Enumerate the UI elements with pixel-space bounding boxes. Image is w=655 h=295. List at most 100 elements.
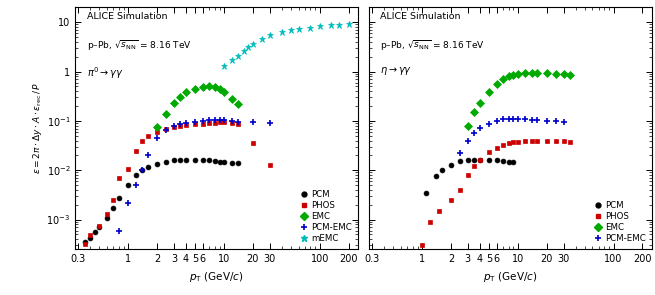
PCM	[422, 191, 430, 194]
PCM	[81, 240, 88, 244]
Line: PCM-EMC: PCM-EMC	[457, 116, 567, 156]
EMC	[211, 85, 219, 88]
PCM-EMC	[266, 121, 274, 125]
Y-axis label: $\varepsilon = 2\pi \cdot \Delta y \cdot A \cdot \varepsilon_{\rm rec}\,/\,P$: $\varepsilon = 2\pi \cdot \Delta y \cdot…	[31, 82, 44, 174]
mEMC	[335, 23, 343, 27]
Line: PCM: PCM	[82, 157, 240, 245]
Line: mEMC: mEMC	[221, 20, 352, 69]
EMC	[476, 101, 483, 105]
PHOS	[205, 121, 213, 125]
Text: p–Pb, $\sqrt{s_{\mathrm{NN}}}$ = 8.16 TeV: p–Pb, $\sqrt{s_{\mathrm{NN}}}$ = 8.16 Te…	[86, 39, 191, 53]
PHOS	[266, 163, 274, 166]
PCM	[86, 236, 94, 240]
PHOS	[215, 120, 223, 124]
Line: EMC: EMC	[465, 70, 572, 128]
EMC	[234, 102, 242, 106]
PCM	[432, 175, 440, 178]
PCM	[199, 158, 207, 162]
EMC	[493, 83, 500, 86]
PCM-EMC	[153, 136, 161, 140]
PHOS	[447, 198, 455, 202]
PHOS	[552, 139, 560, 143]
PCM-EMC	[228, 119, 236, 123]
EMC	[153, 125, 161, 129]
PCM	[485, 158, 493, 162]
EMC	[170, 101, 178, 105]
PCM-EMC	[182, 121, 190, 125]
PHOS	[559, 139, 567, 143]
PCM-EMC	[499, 117, 507, 121]
PCM-EMC	[514, 117, 522, 121]
PCM	[144, 165, 152, 169]
PCM-EMC	[528, 118, 536, 122]
PHOS	[457, 188, 464, 192]
Line: PHOS: PHOS	[420, 139, 572, 248]
PCM-EMC	[552, 119, 560, 123]
mEMC	[240, 49, 248, 53]
EMC	[199, 85, 207, 88]
mEMC	[266, 34, 274, 37]
PCM-EMC	[124, 201, 132, 204]
EMC	[176, 95, 184, 99]
mEMC	[234, 54, 242, 58]
PHOS	[499, 144, 507, 147]
Text: p–Pb, $\sqrt{s_{\mathrm{NN}}}$ = 8.16 TeV: p–Pb, $\sqrt{s_{\mathrm{NN}}}$ = 8.16 Te…	[381, 39, 485, 53]
mEMC	[258, 37, 266, 41]
Text: $\pi^0 \rightarrow \gamma\gamma$: $\pi^0 \rightarrow \gamma\gamma$	[86, 65, 124, 81]
PCM	[132, 173, 140, 177]
PCM	[115, 196, 123, 199]
mEMC	[278, 30, 286, 34]
PCM	[162, 160, 170, 163]
PCM	[438, 168, 445, 172]
PCM-EMC	[464, 139, 472, 142]
EMC	[205, 84, 213, 88]
PHOS	[96, 224, 103, 227]
PCM-EMC	[191, 120, 199, 124]
Text: $\eta \rightarrow \gamma\gamma$: $\eta \rightarrow \gamma\gamma$	[381, 65, 413, 77]
PCM-EMC	[144, 154, 152, 157]
PHOS	[153, 130, 161, 134]
EMC	[552, 72, 560, 76]
Line: PHOS: PHOS	[82, 119, 272, 246]
PHOS	[176, 124, 184, 127]
PCM	[220, 160, 228, 164]
Legend: PCM, PHOS, EMC, PCM-EMC: PCM, PHOS, EMC, PCM-EMC	[593, 199, 647, 245]
PHOS	[103, 212, 111, 216]
Line: EMC: EMC	[155, 83, 241, 130]
PHOS	[426, 220, 434, 224]
PHOS	[521, 139, 529, 143]
PCM	[470, 158, 478, 161]
PCM-EMC	[162, 128, 170, 132]
PCM-EMC	[504, 117, 512, 121]
EMC	[504, 75, 512, 78]
PCM	[109, 206, 117, 210]
PHOS	[138, 139, 146, 142]
EMC	[182, 90, 190, 94]
EMC	[215, 87, 223, 91]
PCM-EMC	[543, 119, 551, 123]
PCM-EMC	[234, 120, 242, 124]
PCM-EMC	[176, 123, 184, 126]
EMC	[566, 73, 574, 77]
mEMC	[295, 27, 303, 31]
PHOS	[234, 123, 242, 126]
PCM	[103, 216, 111, 219]
PCM	[176, 158, 184, 162]
PCM-EMC	[220, 119, 228, 122]
PCM	[96, 225, 103, 229]
EMC	[533, 71, 541, 74]
PCM	[170, 159, 178, 162]
EMC	[485, 91, 493, 94]
PCM	[493, 159, 500, 162]
PCM-EMC	[132, 183, 140, 187]
EMC	[220, 91, 228, 94]
PCM-EMC	[510, 117, 517, 121]
mEMC	[345, 22, 352, 26]
PHOS	[476, 158, 483, 162]
PCM-EMC	[199, 119, 207, 123]
PHOS	[493, 146, 500, 150]
PHOS	[543, 139, 551, 143]
PHOS	[528, 139, 536, 143]
PCM	[91, 231, 99, 234]
PCM	[153, 162, 161, 165]
